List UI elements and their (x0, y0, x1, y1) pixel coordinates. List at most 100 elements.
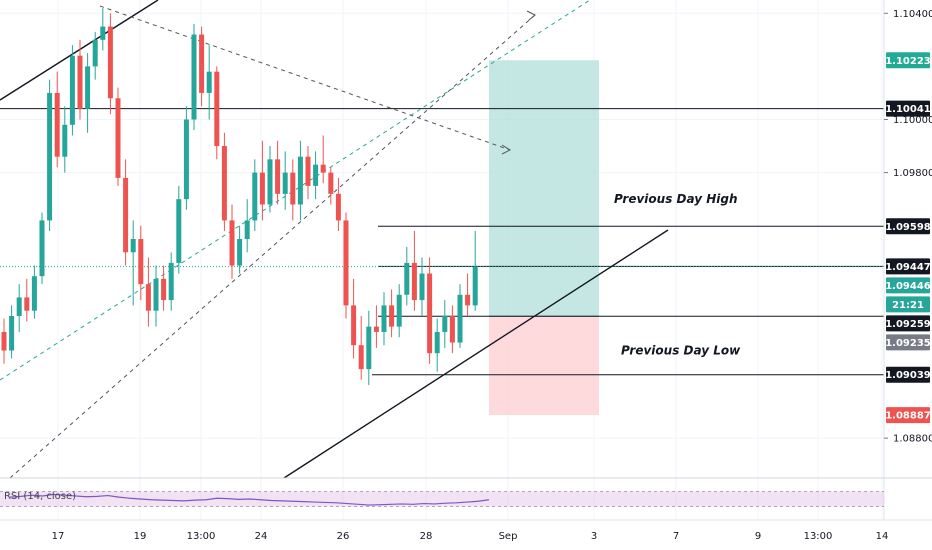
candle (237, 225, 243, 274)
x-tick-label: 19 (134, 531, 147, 542)
descending-arrow-line[interactable] (99, 5, 511, 151)
candle (92, 31, 98, 80)
price-tag: 1.09446 (885, 277, 931, 294)
candle (335, 177, 341, 232)
price-tag-label: 21:21 (892, 300, 924, 311)
price-tag-label: 1.09259 (885, 319, 931, 330)
candle-body (320, 164, 326, 173)
candle (168, 252, 174, 311)
candle (214, 66, 220, 160)
candle (123, 159, 129, 266)
candle-body (297, 156, 303, 205)
price-tag-label: 1.09039 (885, 370, 931, 381)
x-tick-label: 3 (591, 531, 597, 542)
candle (62, 106, 68, 173)
candle (404, 246, 410, 306)
x-tick-label: 24 (255, 531, 268, 542)
candle (191, 23, 197, 131)
candlestick-series (1, 7, 478, 386)
candle (9, 305, 15, 359)
long-position-tool[interactable] (489, 60, 599, 416)
candle (267, 146, 273, 213)
candle (183, 106, 189, 210)
candle-body (145, 284, 151, 311)
rsi-pane[interactable]: RSI (14, close) (0, 477, 932, 508)
candle-body (313, 164, 319, 186)
candle-body (237, 239, 243, 266)
candle-body (62, 124, 68, 157)
price-tag: 1.09447 (885, 258, 931, 275)
candle (107, 13, 113, 115)
candle-body (282, 172, 288, 194)
candle-body (168, 262, 174, 301)
x-tick-label: 28 (420, 531, 433, 542)
candle-body (381, 305, 387, 332)
candle (442, 300, 448, 348)
price-tag: 1.09235 (885, 334, 931, 351)
candle-body (176, 199, 182, 263)
candle (176, 185, 182, 274)
candle-body (123, 177, 129, 253)
price-axis[interactable]: 1.10400 1.10000 1.09800 1.08800 (884, 9, 932, 445)
candle (39, 212, 45, 285)
candle-body (267, 159, 273, 205)
candle-body (328, 172, 334, 194)
x-tick-label: 17 (52, 531, 65, 542)
candle (130, 220, 136, 306)
candle (381, 292, 387, 346)
price-tag: 1.08887 (885, 407, 931, 424)
candle-body (161, 278, 167, 301)
candle-body (153, 278, 159, 311)
candle-body (39, 220, 45, 277)
time-axis[interactable]: 17 19 13:00 24 26 28 Sep 3 7 9 13:00 14 (52, 531, 889, 542)
candle-body (335, 193, 341, 221)
price-tag-box (886, 334, 930, 351)
x-tick-label: 7 (673, 531, 679, 542)
candle (161, 265, 167, 311)
candle (411, 231, 417, 311)
candle-body (199, 34, 205, 93)
candle-body (389, 305, 395, 327)
x-tick-label: 13:00 (187, 531, 216, 542)
candle-body (9, 316, 15, 351)
candle (259, 140, 265, 221)
price-tag-box (886, 258, 930, 275)
candle-body (366, 326, 372, 370)
price-tag: 1.09039 (885, 366, 931, 383)
text-annotations[interactable]: Previous Day High Previous Day Low (614, 192, 741, 357)
candle-body (229, 220, 235, 266)
candle-body (92, 39, 98, 67)
price-tag-label: 1.08887 (885, 411, 931, 422)
annotation-text[interactable]: Previous Day Low (621, 344, 741, 358)
candle (373, 305, 379, 348)
channel-teal-dashed[interactable] (0, 0, 591, 381)
candle (54, 71, 60, 168)
rising-trendline[interactable] (283, 229, 669, 479)
arrow-head-icon (526, 10, 536, 21)
annotation-text[interactable]: Previous Day High (614, 192, 738, 206)
candle (229, 204, 235, 279)
candle-body (31, 276, 37, 311)
candle-body (275, 159, 281, 194)
y-tick-label: 1.08800 (893, 434, 932, 445)
candle (465, 273, 471, 317)
candle-body (24, 297, 30, 311)
price-tag-label: 1.10041 (885, 104, 931, 115)
candle-body (69, 55, 75, 125)
candle (221, 132, 227, 232)
candle (199, 26, 205, 107)
candle (328, 167, 334, 205)
candle (297, 140, 303, 221)
loss-zone[interactable] (489, 316, 599, 416)
price-tag: 1.10223 (885, 52, 931, 69)
candle (434, 318, 440, 372)
candle-body (100, 26, 106, 40)
price-tag-box (886, 315, 930, 332)
candle (320, 135, 326, 184)
candle-body (252, 172, 258, 221)
profit-zone[interactable] (489, 60, 599, 317)
candle-body (419, 273, 425, 301)
candle-body (16, 297, 22, 317)
y-tick-label: 1.09800 (893, 168, 932, 179)
